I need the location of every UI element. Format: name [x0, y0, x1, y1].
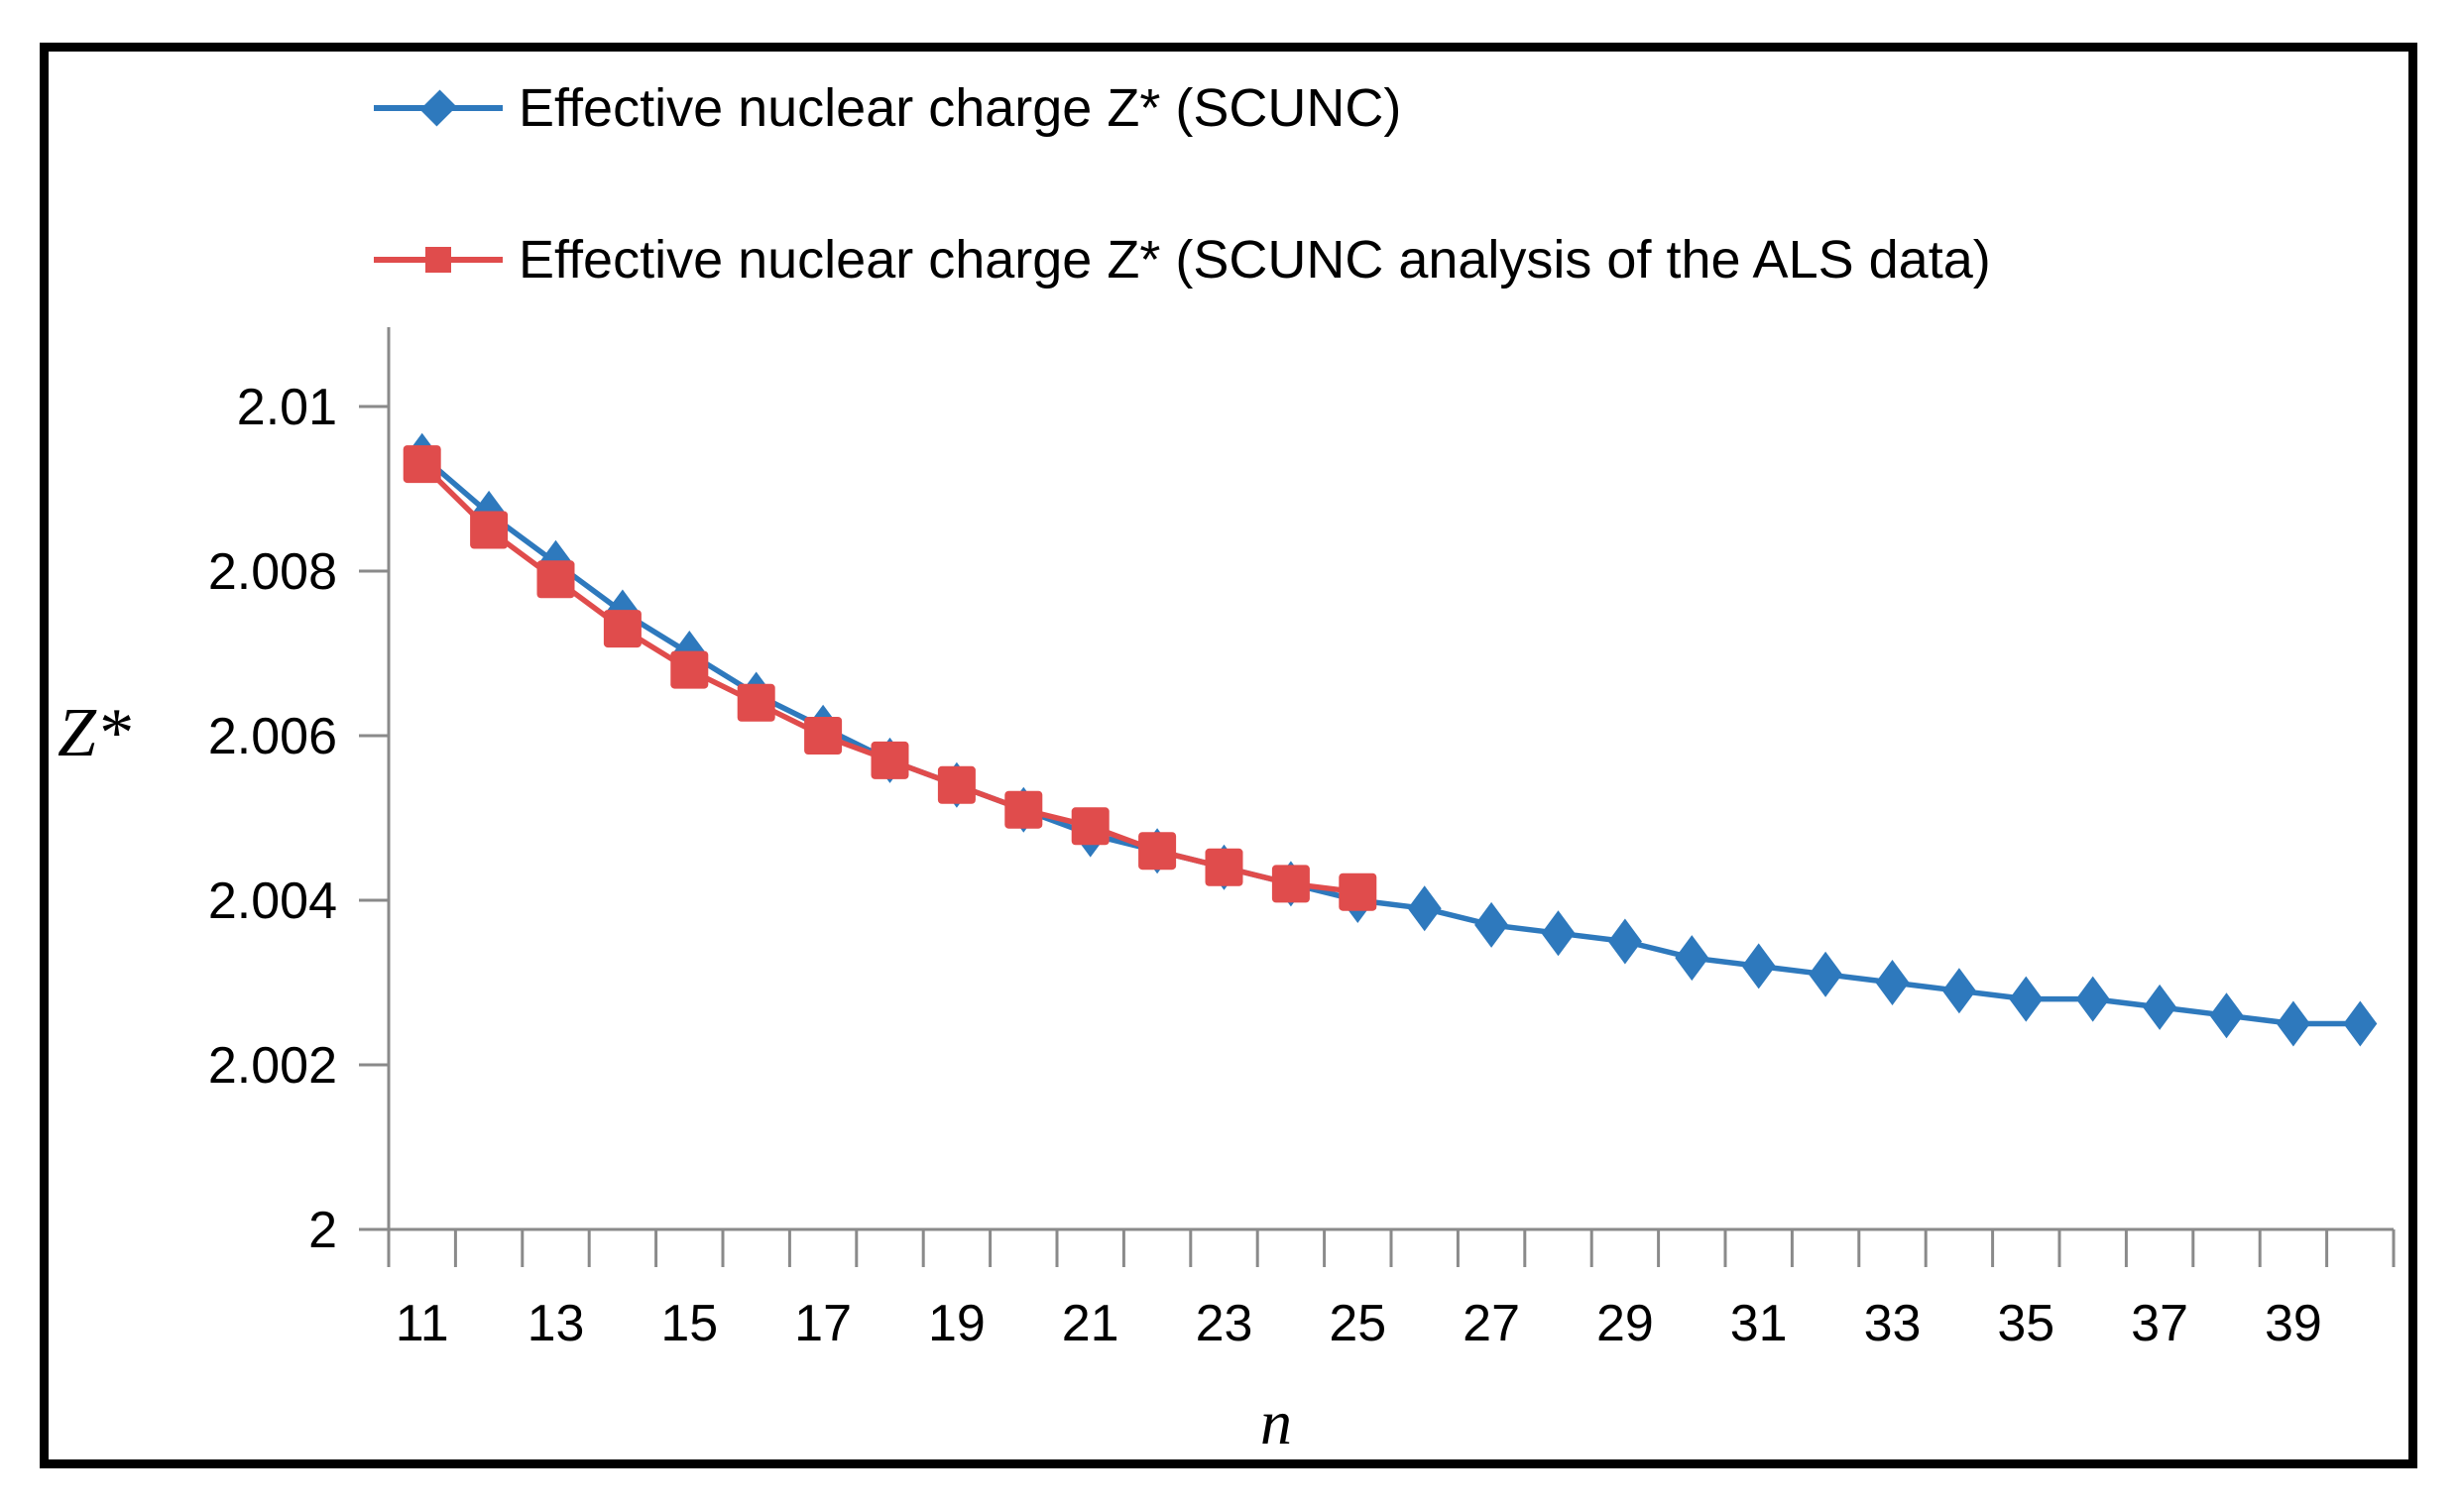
- marker-square: [403, 445, 441, 484]
- x-tick-label: 29: [1596, 1295, 1654, 1352]
- y-tick-label: 2.002: [208, 1037, 337, 1095]
- marker-square: [804, 717, 843, 755]
- x-tick-label: 37: [2131, 1295, 2188, 1352]
- x-tick-label: 19: [928, 1295, 986, 1352]
- x-tick-label: 25: [1329, 1295, 1386, 1352]
- x-tick-label: 27: [1463, 1295, 1520, 1352]
- marker-diamond: [1941, 968, 1976, 1014]
- legend-label-scunc: Effective nuclear charge Z* (SCUNC): [519, 78, 1402, 138]
- marker-diamond: [1474, 901, 1509, 948]
- marker-diamond: [1875, 960, 1910, 1005]
- marker-diamond: [1675, 935, 1709, 982]
- y-tick-label: 2.008: [208, 543, 337, 601]
- marker-square: [871, 741, 909, 779]
- marker-diamond: [2143, 984, 2177, 1030]
- x-tick-label: 39: [2265, 1295, 2322, 1352]
- square-icon: [425, 247, 451, 273]
- marker-square: [603, 610, 642, 648]
- series-line-0: [419, 453, 2361, 1027]
- marker-square: [1071, 807, 1110, 846]
- legend-item-als: Effective nuclear charge Z* (SCUNC analy…: [374, 228, 1991, 291]
- y-tick-label: 2.004: [208, 872, 337, 930]
- x-tick-label: 15: [660, 1295, 718, 1352]
- marker-square: [737, 683, 775, 722]
- x-tick-label: 35: [1997, 1295, 2054, 1352]
- legend-marker-blue: [374, 76, 503, 140]
- marker-square: [1339, 872, 1377, 911]
- marker-diamond: [1607, 918, 1642, 965]
- x-tick-label: 11: [396, 1295, 449, 1352]
- marker-square: [670, 650, 709, 689]
- marker-diamond: [1741, 943, 1776, 989]
- marker-square: [1138, 832, 1177, 871]
- legend-marker-red: [374, 228, 503, 291]
- series-line-1: [419, 462, 1358, 895]
- marker-square: [1004, 790, 1043, 829]
- legend-label-als: Effective nuclear charge Z* (SCUNC analy…: [519, 230, 1991, 290]
- marker-square: [470, 511, 509, 549]
- x-tick-label: 17: [794, 1295, 852, 1352]
- legend-item-scunc: Effective nuclear charge Z* (SCUNC): [374, 76, 1401, 140]
- marker-diamond: [2209, 992, 2244, 1039]
- marker-diamond: [2009, 976, 2044, 1022]
- x-tick-label: 21: [1062, 1295, 1119, 1352]
- marker-square: [937, 765, 976, 804]
- marker-diamond: [2276, 1000, 2310, 1047]
- x-tick-label: 23: [1196, 1295, 1253, 1352]
- marker-square: [536, 560, 575, 599]
- marker-diamond: [1809, 951, 1843, 997]
- x-tick-label: 13: [527, 1295, 585, 1352]
- marker-square: [1205, 848, 1243, 886]
- diamond-icon: [419, 89, 457, 127]
- marker-diamond: [1407, 885, 1442, 932]
- x-axis-label: n: [1260, 1387, 1292, 1457]
- marker-diamond: [2075, 976, 2110, 1022]
- x-tick-label: 33: [1864, 1295, 1922, 1352]
- figure-border: [40, 43, 2417, 1468]
- y-axis-label: Z*: [58, 695, 131, 771]
- x-tick-label: 31: [1730, 1295, 1788, 1352]
- marker-diamond: [1541, 910, 1576, 957]
- y-tick-label: 2.006: [208, 708, 337, 765]
- marker-square: [1271, 865, 1310, 903]
- marker-diamond: [2343, 1000, 2378, 1047]
- y-tick-label: 2: [308, 1202, 337, 1259]
- y-tick-label: 2.01: [237, 379, 337, 436]
